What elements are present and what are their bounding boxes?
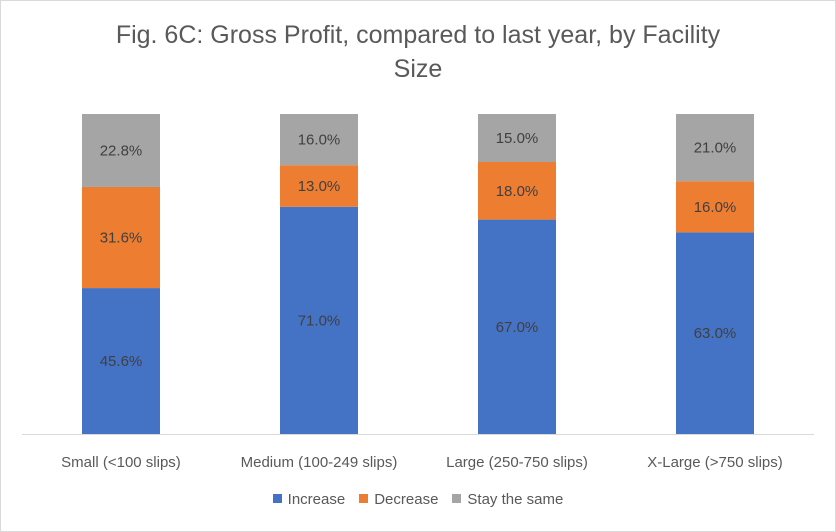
category-label-1: Medium (100-249 slips): [241, 454, 398, 471]
data-label-decrease-3: 16.0%: [694, 199, 737, 216]
data-label-decrease-2: 18.0%: [496, 183, 539, 200]
category-label-0: Small (<100 slips): [61, 454, 181, 471]
bar-stay-the-same-2: [478, 114, 556, 162]
bar-increase-0: [82, 288, 160, 434]
data-label-increase-2: 67.0%: [496, 319, 539, 336]
legend-swatch: [272, 494, 282, 503]
data-label-increase-3: 63.0%: [694, 325, 737, 342]
legend-label: Stay the same: [467, 491, 564, 508]
data-label-increase-1: 71.0%: [298, 312, 341, 329]
legend-item-decrease: Decrease: [359, 491, 438, 508]
legend-item-increase: Increase: [272, 491, 346, 508]
data-label-stay-the-same-1: 16.0%: [298, 132, 341, 149]
data-label-stay-the-same-2: 15.0%: [496, 130, 539, 147]
bar-decrease-3: [676, 181, 754, 233]
chart-legend: Increase Decrease Stay the same: [0, 491, 836, 508]
bar-decrease-1: [280, 165, 358, 207]
bar-decrease-2: [478, 162, 556, 220]
bar-decrease-0: [82, 186, 160, 289]
chart-title: Fig. 6C: Gross Profit, compared to last …: [0, 18, 836, 86]
bar-stay-the-same-3: [676, 114, 754, 182]
data-label-increase-0: 45.6%: [100, 353, 143, 370]
category-label-3: X-Large (>750 slips): [647, 454, 782, 471]
bar-increase-1: [280, 206, 358, 434]
chart-title-line-2: Size: [393, 55, 443, 83]
data-label-decrease-1: 13.0%: [298, 178, 341, 195]
bar-stay-the-same-1: [280, 114, 358, 166]
category-label-2: Large (250-750 slips): [446, 454, 588, 471]
legend-swatch: [359, 494, 369, 503]
chart-title-line-1: Fig. 6C: Gross Profit, compared to last …: [115, 21, 721, 49]
bar-stay-the-same-0: [82, 114, 160, 187]
legend-label: Decrease: [374, 491, 439, 508]
data-label-stay-the-same-3: 21.0%: [694, 140, 737, 157]
legend-swatch: [452, 494, 462, 503]
bar-increase-3: [676, 232, 754, 434]
data-label-stay-the-same-0: 22.8%: [100, 142, 143, 159]
data-label-decrease-0: 31.6%: [100, 230, 143, 247]
legend-label: Increase: [287, 491, 346, 508]
bar-increase-2: [478, 219, 556, 434]
legend-item-stay-the-same: Stay the same: [452, 491, 563, 508]
